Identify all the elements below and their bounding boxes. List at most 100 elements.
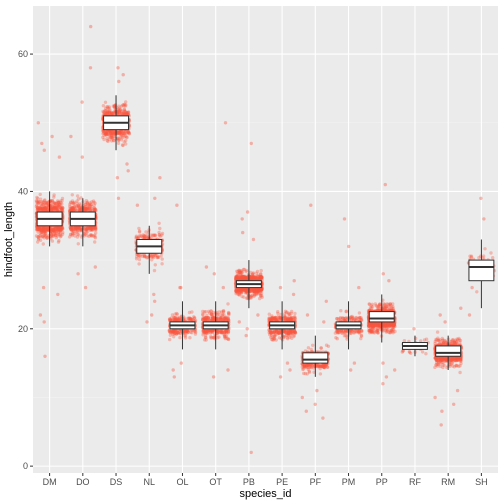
jitter-point [67,235,72,239]
jitter-point [92,206,96,210]
jitter-point [321,364,325,368]
jitter-point [35,226,39,231]
jitter-point [68,207,73,211]
jitter-point [118,108,123,112]
jitter-point [88,204,92,208]
jitter-point [185,329,189,333]
jitter-point [118,129,122,133]
jitter-point [59,228,64,232]
jitter-point [188,317,192,322]
jitter-point [152,233,157,238]
jitter-point [49,235,54,239]
jitter-point [75,199,79,203]
jitter-point [77,233,81,237]
jitter-point [123,104,128,108]
jitter-point [92,203,97,207]
jitter-point [187,310,192,315]
jitter-point [168,333,173,337]
jitter-point [126,110,130,114]
jitter-point [177,317,182,321]
jitter-point [69,227,73,232]
jitter-point [193,332,198,336]
jitter-point [282,314,287,318]
jitter-point [118,112,122,117]
jitter-point [42,230,47,235]
jitter-point [41,206,46,211]
jitter-point [42,233,46,238]
jitter-point [281,334,285,338]
jitter-point [53,225,57,229]
jitter-point [168,330,172,334]
jitter-point [38,227,42,231]
jitter-point [283,309,288,313]
jitter-point [104,112,108,116]
jitter-point [45,207,49,211]
jitter-point [41,242,45,246]
jitter-point [109,132,114,136]
jitter-point [290,309,294,314]
jitter-point [35,200,39,205]
jitter-point [104,109,108,113]
jitter-point [118,131,122,135]
jitter-point [109,131,113,136]
jitter-point [53,201,57,206]
jitter-point [53,207,57,212]
jitter-point [93,227,98,231]
jitter-point [70,228,74,233]
jitter-point [77,207,81,211]
jitter-point [108,131,113,135]
jitter-point [103,100,108,105]
jitter-point [58,199,63,203]
jitter-point [77,227,82,231]
jitter-point [41,200,45,205]
jitter-point [58,205,63,209]
jitter-point [103,111,107,115]
jitter-point [41,202,45,206]
jitter-point [34,228,39,232]
jitter-point [108,112,112,116]
jitter-point [120,129,124,133]
jitter-point [226,337,230,341]
jitter-point [187,316,191,321]
jitter-point [118,131,122,135]
jitter-point [106,106,110,110]
jitter-point [82,232,87,236]
jitter-point [172,330,176,334]
jitter-point [38,208,42,212]
jitter-point [76,228,80,232]
jitter-point [125,135,129,139]
jitter-point [144,254,148,259]
jitter-point [39,207,43,211]
jitter-point [74,225,78,230]
jitter-point [85,207,90,211]
jitter-point [59,225,63,229]
jitter-point [36,206,40,210]
jitter-point [53,201,57,205]
jitter-point [104,131,108,136]
jitter-point [45,228,49,232]
jitter-point [112,132,116,136]
jitter-point [240,275,245,279]
jitter-point [46,204,50,208]
jitter-point [90,204,94,209]
jitter-point [56,203,60,207]
jitter-point [159,254,163,258]
jitter-point [110,135,114,140]
jitter-point [111,138,116,142]
jitter-point [69,208,74,212]
jitter-point [42,227,46,231]
jitter-point [39,228,43,232]
jitter-point [40,206,44,210]
jitter-point [216,330,221,334]
jitter-point [145,256,149,260]
jitter-point [141,233,145,237]
jitter-point [43,232,47,236]
jitter-point [167,329,172,333]
jitter-point [121,143,125,148]
jitter-point [116,141,121,145]
jitter-point [41,234,45,239]
jitter-point [68,225,72,230]
jitter-point [88,233,93,237]
jitter-point [49,228,54,232]
jitter-point [37,200,42,204]
